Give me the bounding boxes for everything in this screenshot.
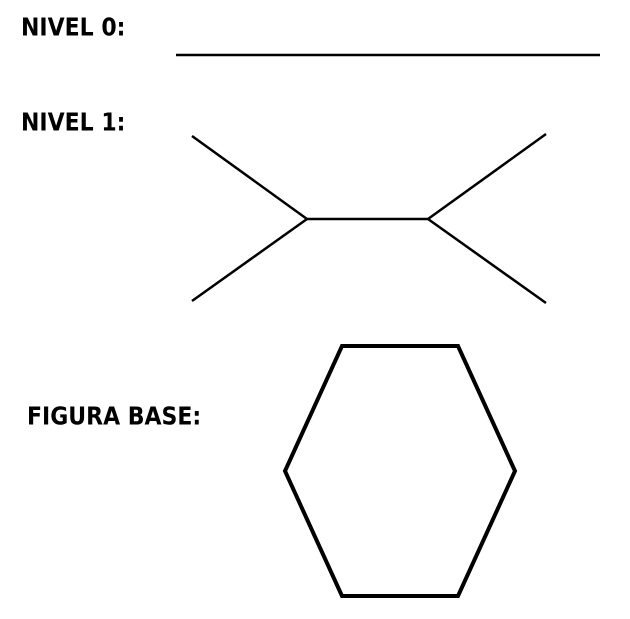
level-1-lower-right-branch bbox=[427, 217, 547, 305]
level-1-upper-left-branch bbox=[191, 134, 308, 221]
base-figure-label: FIGURA BASE: bbox=[27, 402, 202, 432]
level-0-label: NIVEL 0: bbox=[21, 13, 126, 43]
level-1-upper-right-branch bbox=[427, 132, 547, 221]
level-1-figure bbox=[191, 132, 547, 305]
level-1-lower-left-branch bbox=[191, 217, 308, 303]
level-1-label: NIVEL 1: bbox=[21, 108, 126, 138]
base-hexagon bbox=[282, 344, 518, 598]
